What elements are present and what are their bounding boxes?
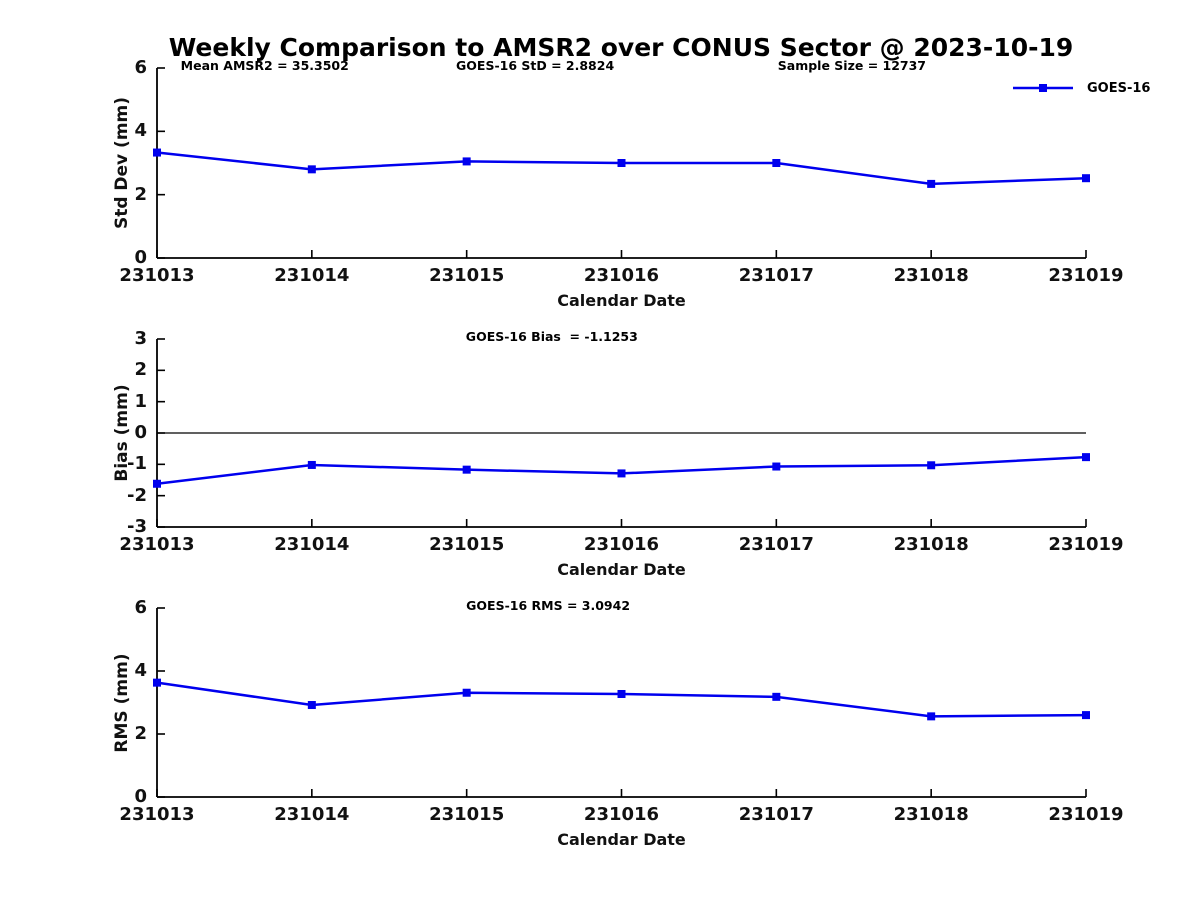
x-tick-label: 231013 [119,804,195,825]
chart-annotation: GOES-16 RMS = 3.0942 [466,598,631,613]
x-axis-label: Calendar Date [557,830,686,849]
x-tick-label: 231018 [893,265,969,286]
y-tick-label: 3 [134,328,147,349]
y-tick-label: 1 [134,390,147,412]
y-tick-label: 6 [134,597,147,618]
data-point-marker [153,678,161,687]
series-line-GOES-16 [156,681,1087,718]
y-tick-label: 0 [134,247,147,268]
data-point-marker [462,688,471,697]
x-tick-label: 231018 [893,804,969,825]
data-point-marker [617,159,626,167]
data-point-marker [462,157,471,166]
x-tick-label: 231013 [119,534,195,555]
data-point-marker [307,701,316,710]
x-tick-label: 231019 [1048,534,1124,555]
data-point-marker [927,712,936,721]
data-point-marker [307,460,316,469]
data-point-marker [153,148,161,157]
y-tick-label: 0 [134,786,147,807]
data-point-marker [1082,174,1090,183]
y-tick-label: 2 [134,359,147,381]
data-point-marker [1082,453,1090,462]
data-point-marker [772,462,781,471]
chart-annotation: GOES-16 Bias = -1.1253 [465,329,638,344]
plot-area-stddev [153,67,1090,259]
x-tick-label: 231016 [583,534,660,555]
x-tick-label: 231019 [1048,804,1124,825]
x-tick-label: 231018 [893,534,969,555]
legend: GOES-16 [1012,79,1150,97]
y-tick-label: 4 [134,660,147,681]
x-tick-label: 231017 [738,804,814,825]
data-point-marker [772,692,781,701]
x-axis-label: Calendar Date [557,560,686,579]
x-tick-label: 231014 [274,804,350,825]
x-tick-label: 231013 [119,265,195,286]
y-tick-label: -2 [127,484,147,506]
x-tick-label: 231015 [429,265,505,286]
chart-annotation: GOES-16 StD = 2.8824 [456,58,615,73]
data-point-marker [307,165,316,174]
x-tick-label: 231019 [1048,265,1124,286]
y-tick-label: 4 [134,120,147,142]
x-tick-label: 231016 [583,804,660,825]
x-axis-label: Calendar Date [557,291,686,310]
series-line-GOES-16 [156,151,1087,186]
data-point-marker [462,465,471,474]
data-point-marker [153,479,161,488]
data-point-marker [927,461,936,470]
y-tick-label: -1 [127,453,147,475]
plot-area-rms [153,607,1090,798]
y-tick-label: 0 [134,422,147,443]
y-tick-label: 2 [134,723,147,744]
plot-area-bias [153,338,1090,528]
x-tick-label: 231015 [429,534,505,555]
x-tick-label: 231017 [738,534,814,555]
x-tick-label: 231014 [274,534,350,555]
y-axis-label-stddev: Std Dev (mm) [112,96,132,230]
data-point-marker [927,179,936,188]
legend-line-sample [1013,84,1073,92]
x-tick-label: 231016 [583,265,660,286]
y-axis-label-bias: Bias (mm) [112,384,132,482]
page-title: Weekly Comparison to AMSR2 over CONUS Se… [168,33,1074,62]
data-point-marker [617,469,626,478]
data-point-marker [617,689,626,698]
x-tick-label: 231014 [274,265,350,286]
x-tick-label: 231015 [429,804,505,825]
data-point-marker [1082,711,1090,720]
y-axis-label-rms: RMS (mm) [112,652,132,753]
x-tick-label: 231017 [738,265,814,286]
legend-label: GOES-16 [1087,80,1151,96]
chart-annotation: Mean AMSR2 = 35.3502 [180,58,349,73]
legend-square-marker-icon [1039,84,1047,92]
y-tick-label: 2 [134,183,147,205]
y-tick-label: 6 [134,57,147,78]
chart-annotation: Sample Size = 12737 [777,58,927,73]
data-point-marker [772,159,781,167]
y-tick-label: -3 [127,516,147,537]
